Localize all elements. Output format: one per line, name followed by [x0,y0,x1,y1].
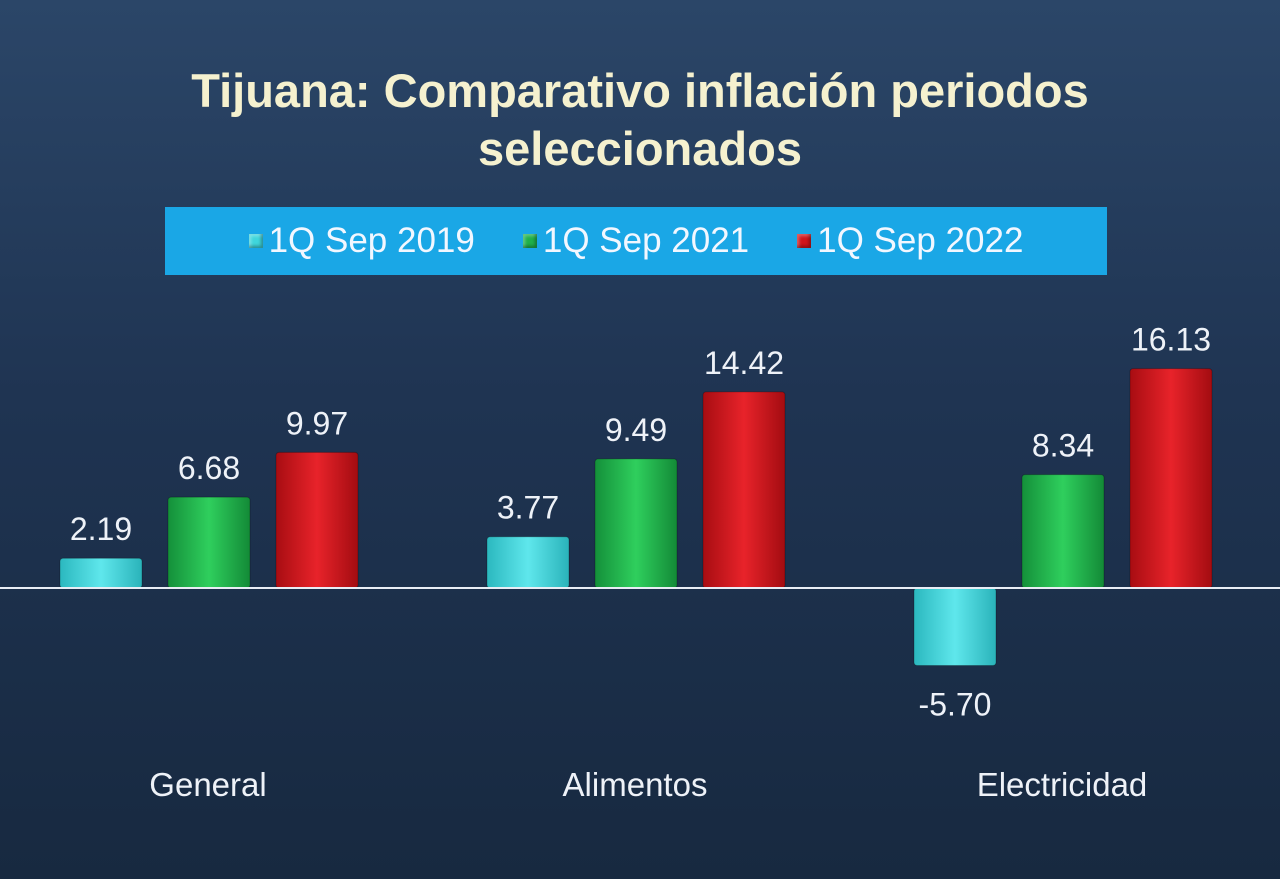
data-label-alimentos-1q-sep-2022: 14.42 [704,345,784,381]
legend-swatch-2022 [797,234,812,248]
data-label-alimentos-1q-sep-2021: 9.49 [605,412,667,448]
legend-label-2022: 1Q Sep 2022 [817,221,1024,260]
bar-electricidad-1q-sep-2021 [1021,474,1105,589]
category-label-general: General [149,766,266,803]
data-label-electricidad-1q-sep-2019: -5.70 [919,687,992,723]
legend-item-2019: 1Q Sep 2019 [248,221,475,261]
chart-title-line-2: seleccionados [478,122,802,175]
legend-item-2021: 1Q Sep 2021 [522,221,750,261]
legend-swatch-2021 [522,234,537,248]
bar-general-1q-sep-2019 [59,557,143,589]
category-label-electricidad: Electricidad [977,766,1148,803]
data-label-alimentos-1q-sep-2019: 3.77 [497,490,559,526]
legend-label-2021: 1Q Sep 2021 [542,221,750,260]
bar-general-1q-sep-2021 [167,496,251,589]
data-label-general-1q-sep-2021: 6.68 [178,450,240,486]
bar-general-1q-sep-2022 [275,451,359,589]
data-label-electricidad-1q-sep-2022: 16.13 [1131,322,1211,358]
bar-alimentos-1q-sep-2021 [594,458,678,589]
bar-electricidad-1q-sep-2019 [913,587,997,667]
bar-alimentos-1q-sep-2022 [702,391,786,589]
data-label-general-1q-sep-2019: 2.19 [70,511,132,547]
legend-swatch-2019 [248,234,263,248]
legend-item-2022: 1Q Sep 2022 [797,221,1023,261]
legend-label-2019: 1Q Sep 2019 [268,221,475,260]
labels-layer: 2.19 6.68 9.97 General 3.77 9.49 14.42 Alimento… [70,322,1211,803]
bars-layer [59,368,1213,667]
data-label-general-1q-sep-2022: 9.97 [286,405,348,441]
chart-legend: 1Q Sep 2019 1Q Sep 2021 1Q Sep 2022 [165,207,1107,275]
bar-alimentos-1q-sep-2019 [486,536,570,589]
bar-electricidad-1q-sep-2022 [1129,368,1213,589]
data-label-electricidad-1q-sep-2021: 8.34 [1032,428,1094,464]
chart-title-line-1: Tijuana: Comparativo inflación periodos [191,64,1089,117]
category-label-alimentos: Alimentos [563,766,708,803]
chart-title: Tijuana: Comparativo inflación periodos … [0,62,1280,178]
